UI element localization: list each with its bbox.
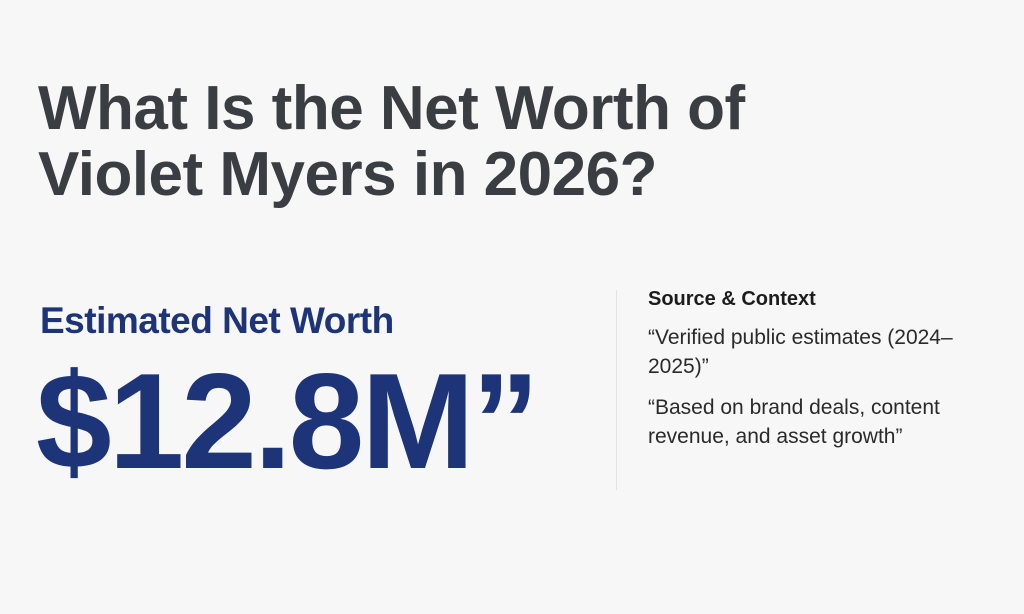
source-item: “Based on brand deals, content revenue, … [648,396,940,448]
title-line-2: Violet Myers in 2026? [38,140,657,209]
source-item: “Verified public estimates (2024–2025)” [648,326,953,378]
page-title: What Is the Net Worth of Violet Myers in… [38,76,745,208]
source-heading: Source & Context [648,288,816,310]
estimate-label: Estimated Net Worth [40,300,394,341]
estimate-value: $12.8M” [36,345,540,497]
source-panel: Source & Context “Verified public estima… [648,288,978,463]
divider [616,290,617,490]
title-line-1: What Is the Net Worth of [38,74,745,143]
